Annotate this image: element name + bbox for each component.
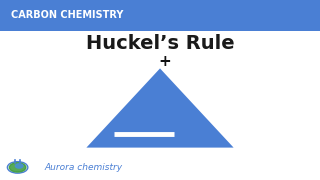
Text: Huckel’s Rule: Huckel’s Rule (86, 34, 234, 53)
FancyBboxPatch shape (0, 0, 320, 31)
Text: Aurora chemistry: Aurora chemistry (45, 163, 123, 172)
Text: +: + (158, 54, 171, 69)
Polygon shape (86, 68, 234, 148)
Circle shape (9, 163, 26, 172)
Circle shape (15, 164, 23, 168)
Text: CARBON CHEMISTRY: CARBON CHEMISTRY (11, 10, 124, 20)
